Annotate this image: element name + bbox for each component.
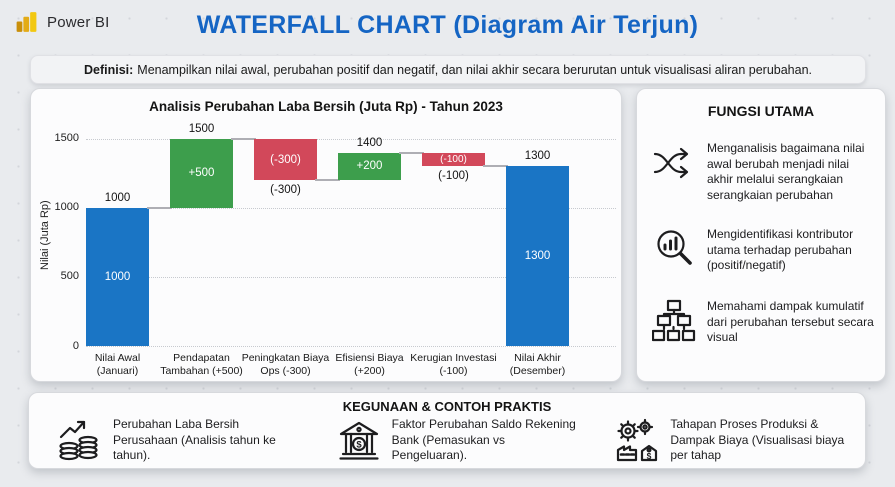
- fungsi-item-2: Mengidentifikasi kontributor utama terha…: [651, 227, 875, 274]
- kegunaan-item-3: $ Tahapan Proses Produksi & Dampak Biaya…: [586, 417, 865, 464]
- gridline: [86, 346, 616, 347]
- waterfall-plot: 1000 1000 +500 1500 (-300) (-300) +200 1400 (-10…: [86, 122, 616, 347]
- hierarchy-boxes-icon: [651, 299, 697, 343]
- fungsi-item-1-text: Menganalisis bagaimana nilai awal beruba…: [707, 141, 865, 202]
- x-axis-label-line1: Pendapatan: [173, 352, 230, 364]
- gridline: [86, 138, 616, 140]
- fungsi-item-1: Menganalisis bagaimana nilai awal beruba…: [651, 141, 875, 203]
- bar-inside-label: 1000: [104, 270, 131, 283]
- bar-inside-label: 1300: [524, 250, 551, 263]
- powerbi-logo: Power BI: [14, 10, 109, 35]
- waterfall-bar: (-100): [422, 152, 485, 167]
- connector-line: [399, 151, 424, 154]
- fungsi-item-3-text: Memahami dampak kumulatif dari perubahan…: [707, 299, 874, 345]
- y-tick-label: 1000: [54, 201, 79, 214]
- x-axis-label-line2: (+200): [354, 365, 385, 378]
- bar-inside-label: (-100): [440, 154, 467, 166]
- x-axis-label: Kerugian Investasi (-100): [402, 352, 506, 378]
- waterfall-bar: (-300): [254, 138, 317, 181]
- waterfall-bar: +500: [170, 138, 233, 208]
- x-axis-label: Nilai Awal (Januari): [66, 352, 170, 378]
- powerbi-logo-text: Power BI: [47, 14, 110, 31]
- x-axis-label-line1: Peningkatan Biaya: [241, 352, 330, 364]
- connector-line: [231, 137, 256, 140]
- connector-line: [483, 165, 508, 168]
- y-axis-ticks: 0 500 1000 1500: [31, 125, 79, 351]
- bank-icon: $: [336, 418, 382, 464]
- shuffle-arrows-icon: [651, 141, 697, 185]
- y-tick-label: 0: [72, 339, 79, 352]
- powerbi-logo-icon: [16, 12, 37, 32]
- bar-outside-label: 1400: [356, 136, 383, 149]
- bar-outside-label: 1000: [104, 191, 131, 204]
- bar-outside-label: 1300: [524, 150, 551, 163]
- x-axis-label: Pendapatan Tambahan (+500): [150, 352, 254, 378]
- x-axis-label-line2: (-100): [439, 365, 468, 378]
- x-axis-label-line2: Ops (-300): [260, 365, 311, 378]
- definition-bar: Definisi: Menampilkan nilai awal, perubah…: [30, 55, 866, 84]
- kegunaan-item-2-text: Faktor Perubahan Saldo Rekening Bank (Pe…: [391, 417, 576, 463]
- bar-outside-label: (-100): [438, 170, 469, 183]
- x-axis-label-line1: Nilai Akhir: [514, 352, 561, 364]
- definition-label: Definisi:: [83, 62, 134, 77]
- waterfall-bar: 1300: [506, 166, 569, 346]
- waterfall-chart-panel: Analisis Perubahan Laba Bersih (Juta Rp)…: [30, 88, 622, 382]
- x-axis-label-line1: Efisiensi Biaya: [335, 352, 404, 364]
- process-gears-icon: $: [614, 418, 660, 464]
- kegunaan-items: Perubahan Laba Bersih Perusahaan (Analis…: [29, 417, 865, 464]
- x-axis-label-line2: (Desember): [509, 365, 566, 378]
- connector-line: [147, 206, 172, 209]
- fungsi-item-3: Memahami dampak kumulatif dari perubahan…: [651, 299, 875, 346]
- coins-growth-icon: [57, 418, 103, 464]
- fungsi-item-2-text: Mengidentifikasi kontributor utama terha…: [707, 227, 854, 273]
- x-axis-label-line1: Nilai Awal: [94, 352, 141, 364]
- bar-outside-label: (-300): [270, 184, 301, 197]
- x-axis-label-line2: (Januari): [96, 365, 139, 378]
- x-axis-label: Nilai Akhir (Desember): [486, 352, 590, 378]
- fungsi-utama-panel: FUNGSI UTAMA Menganalisis bagaimana nila…: [636, 88, 886, 382]
- svg-text:$: $: [356, 439, 362, 450]
- kegunaan-panel: KEGUNAAN & CONTOH PRAKTIS Perubahan Laba…: [28, 392, 866, 469]
- kegunaan-item-3-text: Tahapan Proses Produksi & Dampak Biaya (…: [670, 417, 845, 463]
- x-axis-label: Peningkatan Biaya Ops (-300): [234, 352, 338, 378]
- y-tick-label: 1500: [54, 132, 79, 145]
- magnifier-chart-icon: [651, 227, 697, 271]
- bar-outside-label: 1500: [188, 122, 215, 135]
- x-axis-label: Efisiensi Biaya (+200): [318, 352, 422, 378]
- connector-line: [315, 179, 340, 182]
- chart-area: Nilai (Juta Rp) 0 500 1000 1500 1000 1000 +50…: [31, 122, 621, 381]
- kegunaan-item-1: Perubahan Laba Bersih Perusahaan (Analis…: [29, 417, 308, 464]
- definition-text: Menampilkan nilai awal, perubahan positi…: [137, 62, 813, 77]
- kegunaan-item-1-text: Perubahan Laba Bersih Perusahaan (Analis…: [113, 417, 276, 463]
- waterfall-bar: 1000: [86, 207, 149, 346]
- page-title: WATERFALL CHART (Diagram Air Terjun): [196, 11, 699, 39]
- x-axis-label-line1: Kerugian Investasi: [410, 352, 497, 364]
- gridline: [86, 207, 616, 209]
- bar-inside-label: +500: [188, 167, 215, 180]
- bar-inside-label: +200: [356, 160, 383, 173]
- svg-text:$: $: [647, 451, 652, 461]
- kegunaan-title: KEGUNAAN & CONTOH PRAKTIS: [342, 399, 552, 414]
- gridline: [86, 276, 616, 278]
- fungsi-utama-title: FUNGSI UTAMA: [707, 103, 815, 119]
- chart-title: Analisis Perubahan Laba Bersih (Juta Rp)…: [149, 99, 503, 114]
- x-axis-label-line2: Tambahan (+500): [160, 365, 243, 378]
- bar-inside-label: (-300): [270, 153, 301, 166]
- kegunaan-item-2: $ Faktor Perubahan Saldo Rekening Bank (…: [308, 417, 587, 464]
- waterfall-bar: +200: [338, 152, 401, 181]
- y-tick-label: 500: [60, 270, 79, 283]
